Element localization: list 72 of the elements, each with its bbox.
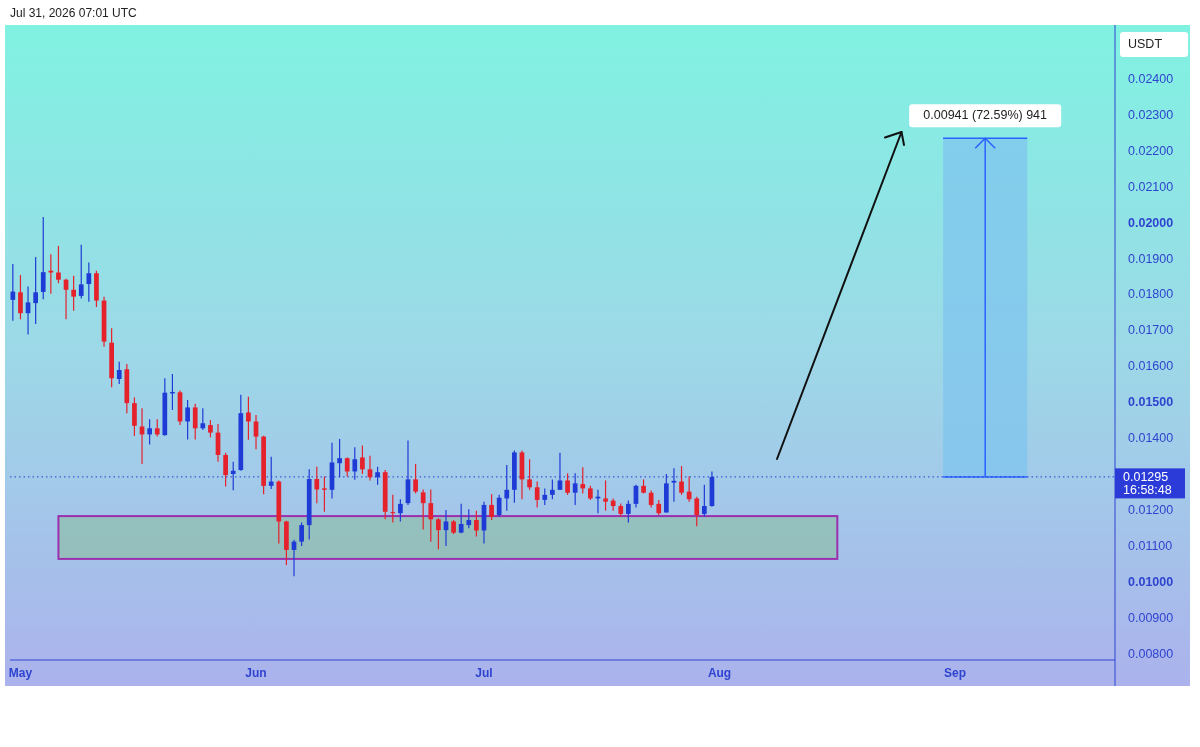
y-tick-label: 0.01100 (1128, 539, 1173, 554)
candlestick (550, 478, 555, 500)
candlestick (474, 510, 479, 538)
candlestick (413, 463, 418, 495)
y-tick-label: 0.02000 (1128, 215, 1174, 230)
y-tick-label: 0.02400 (1128, 71, 1174, 86)
candlestick (246, 396, 251, 441)
x-tick-label: Sep (944, 666, 967, 681)
candlestick (428, 488, 434, 543)
candlestick (78, 244, 84, 300)
candlestick (626, 500, 631, 524)
candlestick (10, 263, 16, 322)
candlestick (132, 396, 137, 437)
candlestick (56, 245, 61, 284)
candlestick (71, 275, 76, 312)
ref-line-label: 0.01295 (1123, 469, 1169, 484)
candlestick (40, 216, 46, 300)
candlestick (489, 493, 494, 521)
candlestick (86, 261, 92, 303)
candlestick (200, 407, 206, 431)
y-tick-label: 0.01800 (1128, 287, 1174, 302)
y-tick-label: 0.02100 (1128, 179, 1174, 194)
y-tick-label: 0.01400 (1128, 431, 1174, 446)
candlestick (223, 452, 228, 488)
candlestick (18, 274, 23, 320)
annotation: 0.00941 (72.59%) 941 (923, 108, 1048, 123)
candlestick (580, 466, 586, 495)
candlestick (398, 498, 403, 523)
candlestick (314, 466, 320, 504)
candlestick (565, 472, 570, 496)
candlestick (436, 517, 441, 550)
y-tick-label: 0.01600 (1128, 359, 1174, 374)
y-tick-label: 0.01900 (1128, 251, 1174, 266)
text: Jul 31, 2026 07:01 UTC (10, 6, 138, 20)
candlestick (557, 452, 563, 491)
candlestick (496, 494, 502, 518)
y-tick-label: 0.01500 (1128, 395, 1174, 410)
candlestick (701, 484, 707, 518)
candlestick (33, 256, 38, 325)
candlestick (420, 488, 426, 530)
y-tick-label: 0.00900 (1128, 611, 1174, 626)
candlestick (458, 503, 464, 534)
candlestick (360, 444, 365, 475)
candlestick (147, 418, 152, 446)
candlestick (253, 414, 259, 450)
candlestick (686, 475, 692, 503)
y-tick-label: 0.01700 (1128, 323, 1174, 338)
y-tick-label: 0.02200 (1128, 143, 1174, 158)
y-tick-label: 0.02300 (1128, 107, 1174, 122)
candlestick (299, 521, 304, 547)
y-axis-title: USDT (1128, 36, 1163, 51)
candlestick (603, 479, 608, 512)
candlestick (322, 475, 327, 513)
candlestick (192, 403, 198, 441)
candlestick (390, 494, 396, 524)
text: 16:58:48 (1123, 483, 1172, 498)
candlestick (534, 480, 540, 509)
candlestick (694, 496, 700, 527)
candlestick (48, 253, 54, 295)
candlestick (116, 361, 122, 385)
candlestick (185, 399, 190, 441)
x-tick-label: May (8, 666, 33, 681)
candlestick (344, 456, 350, 478)
x-tick-label: Jul (475, 666, 493, 681)
candlestick (466, 508, 472, 529)
x-tick-label: Aug (707, 666, 732, 681)
candlestick (527, 458, 532, 491)
y-tick-label: 0.01000 (1128, 575, 1174, 590)
y-tick-label: 0.00800 (1128, 647, 1174, 662)
candlestick (679, 465, 684, 496)
y-tick-label: 0.01200 (1128, 503, 1174, 518)
x-tick-label: Jun (245, 666, 267, 681)
